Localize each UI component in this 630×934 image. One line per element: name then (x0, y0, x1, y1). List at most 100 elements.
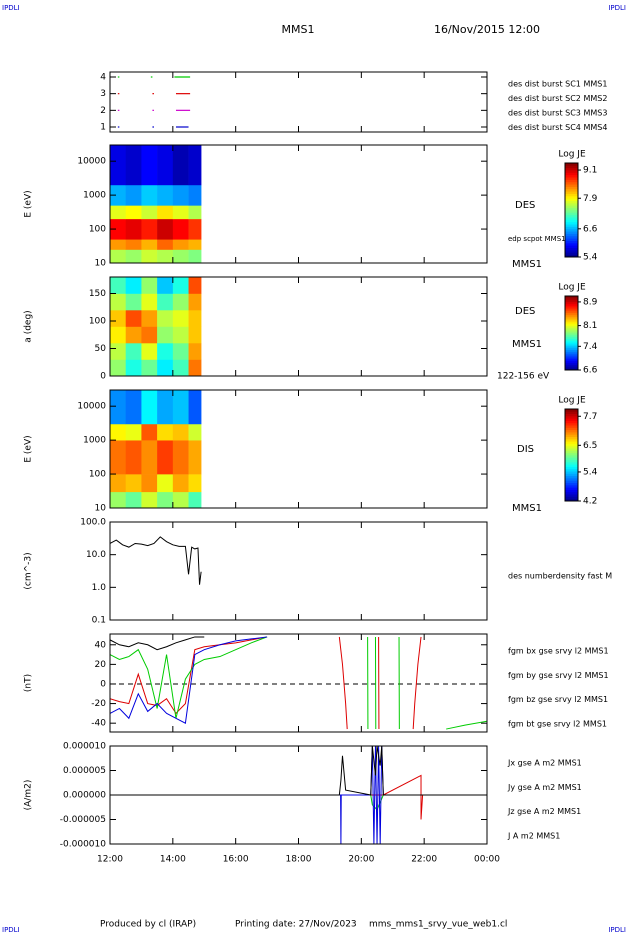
colorbar-tick-label: 9.1 (583, 166, 597, 176)
chart-title: MMS1 (282, 23, 315, 36)
colorbar-step (565, 301, 578, 304)
colorbar-step (565, 305, 578, 308)
y-tick-label: 0 (100, 679, 106, 689)
series-line (110, 636, 268, 724)
y-tick-label: 1.0 (92, 583, 107, 593)
heatmap-cell (188, 326, 202, 344)
heatmap-cell (125, 310, 142, 327)
heatmap-cell (188, 343, 202, 360)
colorbar-step (565, 198, 578, 201)
heatmap-cell (188, 440, 202, 475)
colorbar-step (565, 338, 578, 341)
series-line (110, 536, 202, 585)
colorbar-step (565, 484, 578, 488)
colorbar-step (565, 195, 578, 199)
heatmap-cell (125, 239, 142, 250)
heatmap-cell (188, 293, 202, 311)
colorbar-step (565, 167, 578, 171)
heatmap-cell (172, 239, 189, 250)
colorbar-step (565, 303, 578, 306)
heatmap-cell (125, 249, 142, 263)
colorbar-tick-label: 7.9 (583, 194, 598, 204)
heatmap-cell (172, 491, 189, 508)
y-tick-label: 100 (89, 225, 106, 235)
colorbar-step (565, 210, 578, 213)
heatmap-cell (188, 184, 202, 206)
heatmap-cell (125, 326, 142, 344)
colorbar-step (565, 355, 578, 358)
y-tick-label: 10.0 (86, 550, 106, 560)
heatmap-cell (125, 359, 142, 376)
colorbar-step (565, 487, 578, 490)
heatmap-cell (125, 390, 142, 425)
y-tick-label: 0.000000 (63, 791, 106, 801)
heatmap-cell (125, 491, 142, 508)
colorbar-title: Log JE (558, 396, 586, 406)
colorbar-tick-label: 7.4 (583, 342, 598, 352)
heatmap-cell (125, 474, 142, 493)
heatmap-cell (188, 390, 202, 425)
y-tick-label: 10000 (77, 402, 106, 412)
legend-entry: fgm bz gse srvy l2 MMS1 (508, 695, 608, 704)
annotation: DIS (517, 444, 534, 455)
colorbar-step (565, 316, 578, 319)
plot-area (110, 390, 202, 508)
heatmap-cell (157, 310, 174, 327)
heatmap-cell (141, 390, 158, 425)
colorbar-step (565, 308, 578, 312)
x-tick-label: 18:00 (286, 855, 312, 865)
heatmap-cell (110, 239, 127, 250)
y-axis-label: a (deg) (24, 310, 34, 342)
y-axis-label: (cm^-3) (24, 552, 34, 589)
heatmap-cell (110, 218, 127, 240)
colorbar-step (565, 491, 578, 495)
colorbar-step (565, 247, 578, 251)
heatmap-cell (188, 239, 202, 250)
colorbar-step (565, 323, 578, 326)
colorbar-step (565, 181, 578, 185)
colorbar-step (565, 184, 578, 187)
colorbar-tick-label: 7.7 (583, 412, 597, 422)
colorbar-step (565, 478, 578, 481)
x-tick-label: 16:00 (223, 855, 249, 865)
colorbar-step (565, 461, 578, 465)
plot-area (110, 536, 202, 585)
colorbar-title: Log JE (558, 150, 586, 160)
colorbar-title: Log JE (558, 283, 586, 293)
heatmap-cell (125, 423, 142, 441)
y-tick-label: 4 (100, 73, 106, 83)
heatmap-cell (157, 423, 174, 441)
colorbar-step (565, 409, 578, 412)
panel-frame (109, 633, 488, 733)
colorbar-step (565, 336, 578, 339)
corner-label: IPDLI (608, 4, 626, 12)
colorbar-step (565, 334, 578, 338)
heatmap-cell (188, 218, 202, 240)
legend-entry: des dist burst SC2 MMS2 (508, 94, 607, 103)
y-tick-label: 100 (89, 470, 106, 480)
y-tick-label: 10 (95, 259, 107, 269)
y-tick-label: -0.000005 (60, 815, 106, 825)
heatmap-cell (141, 277, 158, 294)
heatmap-cell (141, 326, 158, 344)
colorbar-step (565, 498, 578, 502)
heatmap-cell (157, 390, 174, 425)
date-label: 16/Nov/2015 12:00 (434, 23, 540, 36)
colorbar-step (565, 245, 578, 248)
y-axis-label: (nT) (24, 674, 34, 692)
colorbar-tick-label: 8.9 (583, 297, 598, 307)
colorbar-step (565, 340, 578, 343)
colorbar-step (565, 327, 578, 330)
heatmap-cell (157, 491, 174, 508)
colorbar-step (565, 420, 578, 424)
heatmap-cell (125, 145, 142, 186)
colorbar-tick-label: 6.5 (583, 441, 597, 451)
y-tick-label: 0.000005 (63, 766, 106, 776)
colorbar-step (565, 221, 578, 225)
y-tick-label: -0.000010 (60, 840, 106, 850)
heatmap-cell (157, 326, 174, 344)
heatmap-cell (172, 390, 189, 425)
heatmap-cell (172, 310, 189, 327)
colorbar-step (565, 219, 578, 223)
plot-area (110, 277, 202, 376)
